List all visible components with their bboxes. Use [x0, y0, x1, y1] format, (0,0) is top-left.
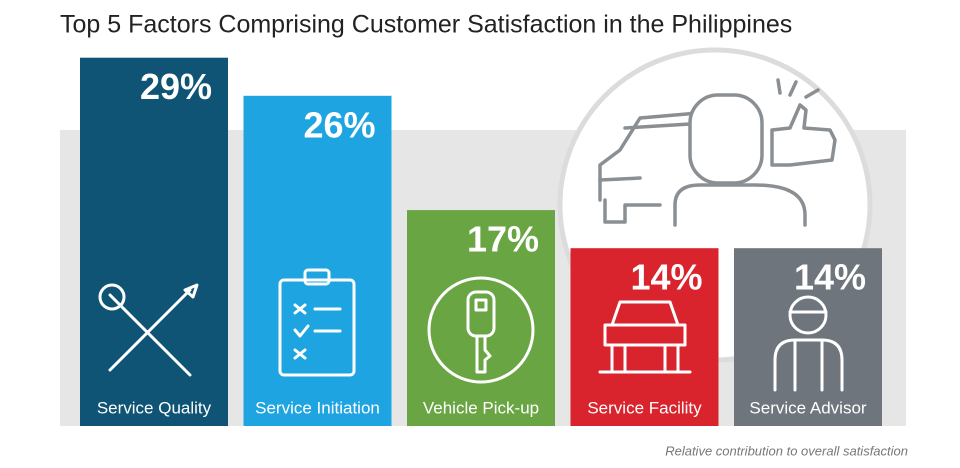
value-label: 29% [140, 66, 212, 107]
category-label: Vehicle Pick-up [423, 398, 539, 417]
category-label: Service Facility [587, 398, 702, 417]
car-person-icon [598, 78, 837, 227]
value-label: 14% [630, 257, 702, 298]
bar [570, 248, 719, 426]
category-label: Service Quality [97, 398, 212, 417]
bar [80, 57, 228, 426]
key-icon [427, 276, 535, 384]
icons [98, 268, 844, 392]
chart-title: Top 5 Factors Comprising Customer Satisf… [60, 11, 792, 39]
value-label: 14% [794, 257, 866, 298]
category-label: Service Advisor [749, 398, 866, 417]
category-label: Service Initiation [255, 398, 380, 417]
car-lift-icon [598, 300, 692, 374]
tools-icon [98, 283, 199, 377]
clipboard-icon [278, 268, 356, 377]
bar [734, 248, 882, 426]
advisor-icon [773, 295, 844, 392]
value-label: 26% [303, 104, 375, 145]
value-label: 17% [467, 219, 539, 260]
footnote: Relative contribution to overall satisfa… [665, 443, 908, 458]
bars: 29% Service Quality 26% Service Initiation 1… [80, 57, 882, 427]
bar [243, 95, 392, 427]
